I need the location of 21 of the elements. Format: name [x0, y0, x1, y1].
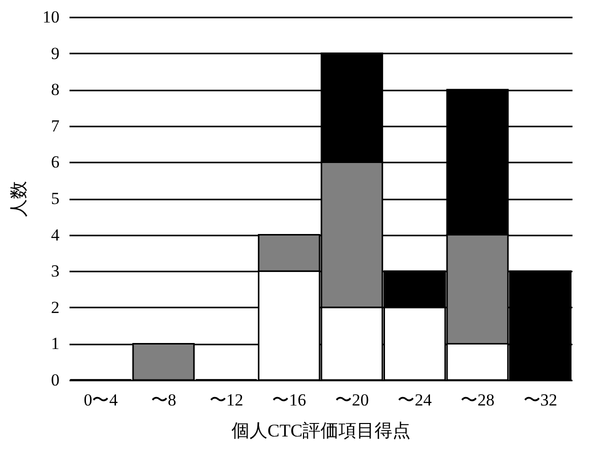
y-tick-label: 7	[51, 116, 60, 136]
x-tick-label: 〜8	[150, 390, 176, 410]
x-tick-label: 〜24	[398, 390, 432, 410]
y-tick-label: 2	[51, 298, 60, 317]
y-tick-label: 4	[51, 225, 60, 244]
y-tick-label: 1	[51, 334, 60, 354]
x-tick-label: 〜12	[209, 390, 244, 410]
x-tick-label: 0〜4	[84, 390, 118, 410]
x-axis-title: 個人CTC評価項目得点	[231, 420, 411, 440]
x-tick-label: 〜16	[272, 390, 306, 410]
y-tick-label: 0	[51, 370, 60, 390]
y-tick-label: 9	[51, 44, 60, 63]
y-axis-title: 人数	[8, 181, 28, 217]
x-tick-label: 〜32	[523, 390, 558, 410]
y-tick-label: 6	[51, 152, 60, 172]
y-tick-label: 5	[51, 189, 60, 208]
x-tick-label: 〜28	[460, 390, 494, 410]
x-tick-label: 〜20	[334, 390, 369, 410]
y-tick-label: 8	[51, 80, 60, 100]
y-tick-label: 3	[51, 262, 60, 281]
y-tick-label: 10	[42, 8, 60, 26]
